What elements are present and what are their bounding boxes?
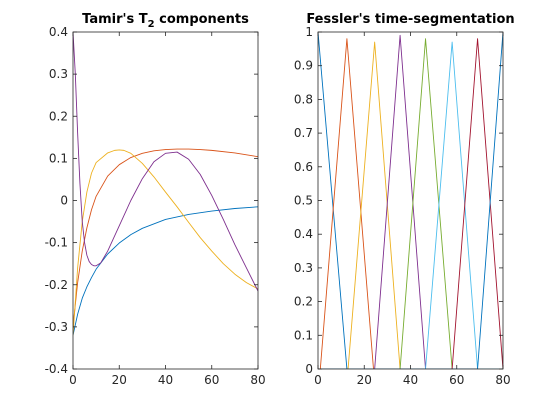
y-tick-label: 0.4 xyxy=(49,25,68,39)
x-tick-label: 20 xyxy=(357,373,372,387)
series-group xyxy=(73,32,258,336)
x-tick-label: 20 xyxy=(112,373,127,387)
x-tick-label: 0 xyxy=(314,373,322,387)
y-tick-label: 0.3 xyxy=(49,67,68,81)
series-line-3 xyxy=(73,149,258,336)
x-tick-label: 80 xyxy=(495,373,510,387)
series-line-1 xyxy=(318,32,503,369)
series-line-3 xyxy=(318,41,503,369)
chart-tamir-t2-components: 0 20 40 60 80 -0.4 -0.3 -0.2 -0.1 0 0.1 0.2 0.3 0.4 Ta… xyxy=(45,12,266,387)
series-line-8 xyxy=(318,32,503,369)
y-tick-label: 1 xyxy=(305,25,313,39)
y-tick-label: 0.1 xyxy=(294,328,313,342)
series-line-1 xyxy=(73,206,258,336)
series-group xyxy=(318,32,503,369)
x-tick-label: 40 xyxy=(403,373,418,387)
series-line-2 xyxy=(73,148,258,327)
y-tick-label: 0.9 xyxy=(294,59,313,73)
series-line-5 xyxy=(318,38,503,369)
series-line-6 xyxy=(318,41,503,369)
y-tick-label: -0.2 xyxy=(45,278,68,292)
series-line-4 xyxy=(73,32,258,292)
y-tick-label: 0.4 xyxy=(294,227,313,241)
y-tick-label: 0 xyxy=(60,194,68,208)
x-tick-label: 80 xyxy=(250,373,265,387)
y-tick-label: 0.8 xyxy=(294,92,313,106)
y-tick-label: 0.6 xyxy=(294,160,313,174)
y-tick-label: 0.3 xyxy=(294,261,313,275)
y-tick-label: -0.4 xyxy=(45,362,68,376)
x-tick-label: 0 xyxy=(69,373,77,387)
y-tick-label: 0.2 xyxy=(49,109,68,123)
y-tick-label: 0 xyxy=(305,362,313,376)
y-tick-label: 0.5 xyxy=(294,194,313,208)
chart-fessler-time-segmentation: 0 20 40 60 80 0 0.1 0.2 0.3 0.4 0.5 0.6 0.7 0.8 0.9 1Fe… xyxy=(294,12,515,387)
y-tick-label: 0.7 xyxy=(294,126,313,140)
y-tick-label: 0.1 xyxy=(49,151,68,165)
x-tick-label: 60 xyxy=(204,373,219,387)
y-tick-label: -0.1 xyxy=(45,236,68,250)
y-tick-label: 0.2 xyxy=(294,295,313,309)
y-tick-label: -0.3 xyxy=(45,320,68,334)
series-line-2 xyxy=(318,38,503,369)
chart-title: Tamir's T2 components xyxy=(82,12,249,30)
x-tick-label: 40 xyxy=(158,373,173,387)
chart-title: Fessler's time-segmentation xyxy=(306,12,514,27)
series-line-4 xyxy=(318,34,503,369)
x-tick-label: 60 xyxy=(449,373,464,387)
